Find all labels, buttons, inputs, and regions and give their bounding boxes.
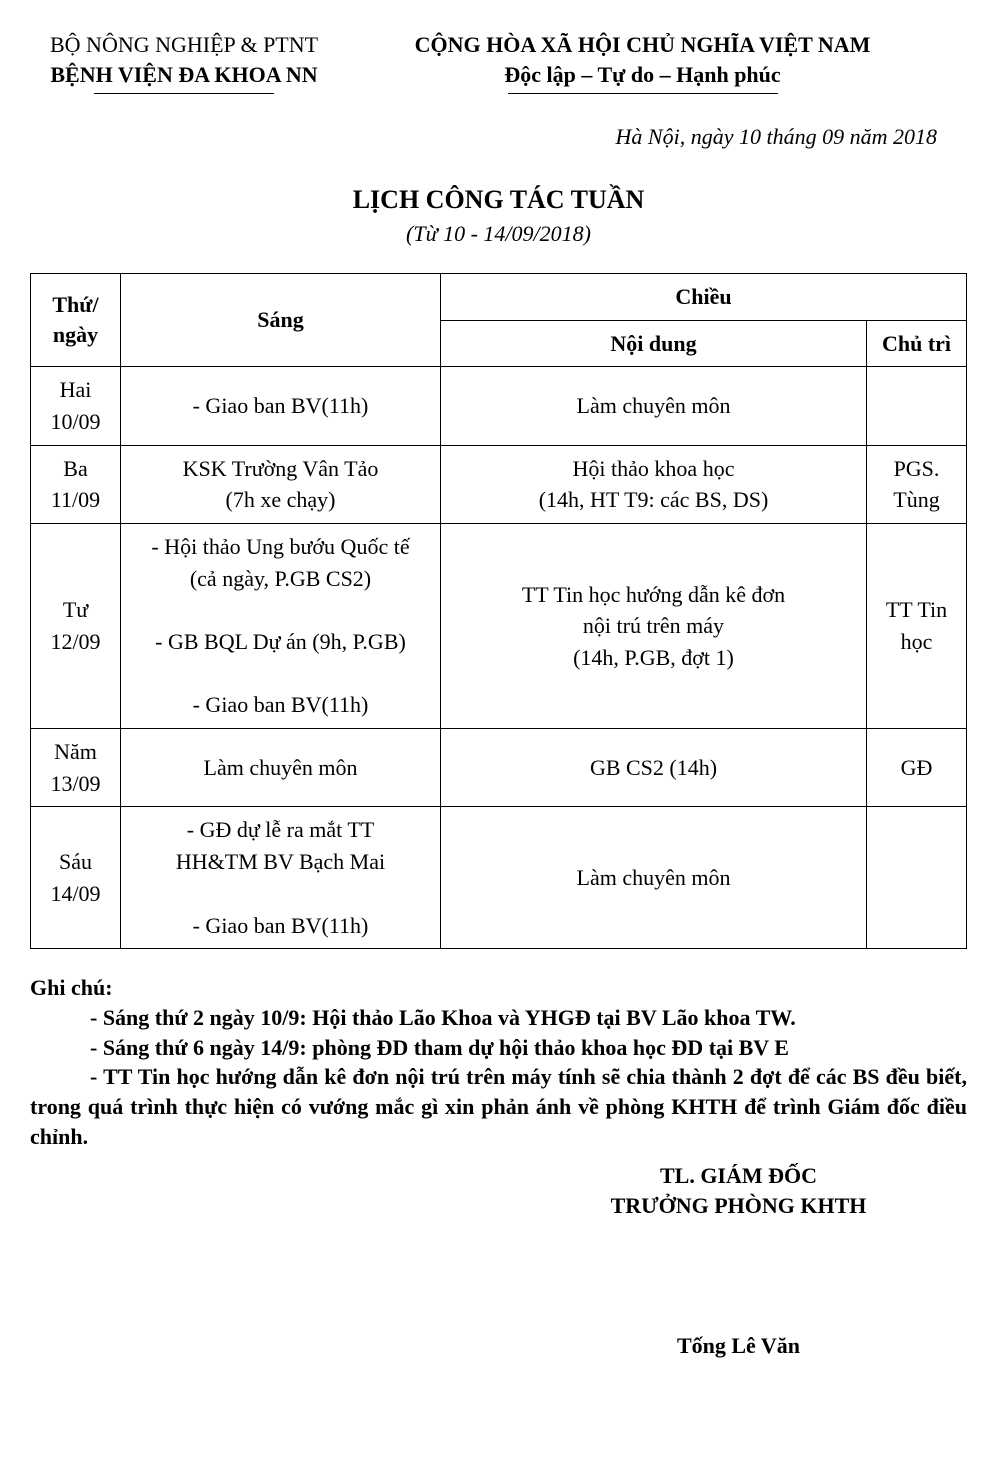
signature-name: Tống Lê Văn	[510, 1331, 967, 1361]
day-cell: Sáu14/09	[31, 807, 121, 949]
sang-cell-line	[278, 595, 284, 625]
notes-block: Ghi chú: - Sáng thứ 2 ngày 10/9: Hội thả…	[30, 973, 967, 1151]
national-motto-line1: CỘNG HÒA XÃ HỘI CHỦ NGHĨA VIỆT NAM	[318, 30, 967, 60]
day-name: Hai	[60, 375, 92, 405]
chutri-cell-line	[914, 863, 920, 893]
day-name: Ba	[63, 454, 87, 484]
sang-cell-line: - Giao ban BV(11h)	[193, 690, 369, 720]
day-cell: Năm13/09	[31, 729, 121, 807]
ministry-name: BỘ NÔNG NGHIỆP & PTNT	[50, 30, 318, 60]
day-date: 12/09	[50, 627, 100, 657]
title-block: LỊCH CÔNG TÁC TUẦN (Từ 10 - 14/09/2018)	[30, 182, 967, 249]
sang-cell: KSK Trường Vân Tảo(7h xe chạy)	[121, 445, 441, 523]
noidung-cell-line: (14h, P.GB, đợt 1)	[573, 643, 734, 673]
chutri-cell-line: GĐ	[901, 753, 933, 783]
noidung-cell: Hội thảo khoa học(14h, HT T9: các BS, DS…	[441, 445, 867, 523]
noidung-cell-line: (14h, HT T9: các BS, DS)	[539, 485, 769, 515]
notes-title: Ghi chú:	[30, 973, 967, 1003]
sang-cell-line: - Giao ban BV(11h)	[193, 911, 369, 941]
chutri-cell: GĐ	[867, 729, 967, 807]
sang-cell-line: (7h xe chạy)	[226, 485, 336, 515]
document-header: BỘ NÔNG NGHIỆP & PTNT BỆNH VIỆN ĐA KHOA …	[30, 30, 967, 94]
note-text: - Sáng thứ 6 ngày 14/9: phòng ĐD tham dự…	[90, 1035, 789, 1060]
note-item: - TT Tin học hướng dẫn kê đơn nội trú tr…	[30, 1062, 967, 1151]
day-cell: Tư12/09	[31, 523, 121, 728]
note-item: - Sáng thứ 6 ngày 14/9: phòng ĐD tham dự…	[30, 1033, 967, 1063]
sang-cell-line	[278, 879, 284, 909]
sang-cell-line: - GB BQL Dự án (9h, P.GB)	[155, 627, 406, 657]
day-cell: Hai10/09	[31, 367, 121, 445]
schedule-table: Thứ/ ngày Sáng Chiều Nội dung Chủ trì Ha…	[30, 273, 967, 949]
sang-cell: - Hội thảo Ung bướu Quốc tế(cả ngày, P.G…	[121, 523, 441, 728]
chutri-cell-line	[914, 391, 920, 421]
noidung-cell-line: Hội thảo khoa học	[573, 454, 735, 484]
day-date: 10/09	[50, 407, 100, 437]
chutri-cell-line: học	[901, 627, 933, 657]
noidung-cell-line: GB CS2 (14h)	[590, 753, 717, 783]
signature-block: TL. GIÁM ĐỐC TRƯỞNG PHÒNG KHTH Tống Lê V…	[510, 1161, 967, 1360]
sang-cell-line: - Hội thảo Ung bướu Quốc tế	[151, 532, 409, 562]
table-row: Ba11/09KSK Trường Vân Tảo(7h xe chạy)Hội…	[31, 445, 967, 523]
note-text: - Sáng thứ 2 ngày 10/9: Hội thảo Lão Kho…	[90, 1005, 796, 1030]
day-name: Năm	[54, 737, 97, 767]
day-name: Tư	[63, 595, 88, 625]
sang-cell: - GĐ dự lễ ra mắt TTHH&TM BV Bạch Mai - …	[121, 807, 441, 949]
noidung-cell: TT Tin học hướng dẫn kê đơnnội trú trên …	[441, 523, 867, 728]
sang-cell-line: (cả ngày, P.GB CS2)	[190, 564, 371, 594]
document-date: Hà Nội, ngày 10 tháng 09 năm 2018	[30, 122, 937, 152]
table-row: Sáu14/09- GĐ dự lễ ra mắt TTHH&TM BV Bạc…	[31, 807, 967, 949]
day-cell: Ba11/09	[31, 445, 121, 523]
chutri-cell-line: PGS.	[894, 454, 940, 484]
col-header-chutri: Chủ trì	[867, 320, 967, 367]
header-right-block: CỘNG HÒA XÃ HỘI CHỦ NGHĨA VIỆT NAM Độc l…	[318, 30, 967, 94]
noidung-cell-line: TT Tin học hướng dẫn kê đơn	[522, 580, 785, 610]
sang-cell-line: Làm chuyên môn	[204, 753, 358, 783]
signature-title: TRƯỞNG PHÒNG KHTH	[510, 1191, 967, 1221]
col-header-noidung: Nội dung	[441, 320, 867, 367]
noidung-cell-line: nội trú trên máy	[583, 611, 724, 641]
note-text: - TT Tin học hướng dẫn kê đơn nội trú tr…	[30, 1064, 967, 1148]
noidung-cell: Làm chuyên môn	[441, 367, 867, 445]
day-date: 14/09	[50, 879, 100, 909]
chutri-cell-line: Tùng	[893, 485, 939, 515]
national-motto-line2: Độc lập – Tự do – Hạnh phúc	[318, 60, 967, 90]
day-date: 13/09	[50, 769, 100, 799]
date-range: (Từ 10 - 14/09/2018)	[30, 219, 967, 249]
table-row: Hai10/09 - Giao ban BV(11h) Làm chuyên môn	[31, 367, 967, 445]
noidung-cell-line: Làm chuyên môn	[577, 391, 731, 421]
chutri-cell	[867, 807, 967, 949]
header-left-underline	[94, 93, 274, 94]
sang-cell-line: - GĐ dự lễ ra mắt TT	[187, 815, 374, 845]
hospital-name: BỆNH VIỆN ĐA KHOA NN	[50, 60, 318, 90]
sang-cell-line	[278, 659, 284, 689]
header-right-underline	[508, 93, 778, 94]
header-left-block: BỘ NÔNG NGHIỆP & PTNT BỆNH VIỆN ĐA KHOA …	[50, 30, 318, 94]
signature-authority: TL. GIÁM ĐỐC	[510, 1161, 967, 1191]
sang-cell: Làm chuyên môn	[121, 729, 441, 807]
table-row: Năm13/09 Làm chuyên môn GB CS2 (14h) GĐ	[31, 729, 967, 807]
sang-cell-line: KSK Trường Vân Tảo	[183, 454, 379, 484]
sang-cell-line: - Giao ban BV(11h)	[193, 391, 369, 421]
day-name: Sáu	[59, 847, 92, 877]
col-header-day: Thứ/ ngày	[31, 273, 121, 366]
noidung-cell: Làm chuyên môn	[441, 807, 867, 949]
page-title: LỊCH CÔNG TÁC TUẦN	[30, 182, 967, 217]
table-row: Tư12/09- Hội thảo Ung bướu Quốc tế(cả ng…	[31, 523, 967, 728]
sang-cell-line: HH&TM BV Bạch Mai	[176, 847, 385, 877]
chutri-cell: TT Tinhọc	[867, 523, 967, 728]
note-item: - Sáng thứ 2 ngày 10/9: Hội thảo Lão Kho…	[30, 1003, 967, 1033]
chutri-cell: PGS.Tùng	[867, 445, 967, 523]
chutri-cell	[867, 367, 967, 445]
noidung-cell-line: Làm chuyên môn	[577, 863, 731, 893]
sang-cell: - Giao ban BV(11h)	[121, 367, 441, 445]
col-header-sang: Sáng	[121, 273, 441, 366]
day-date: 11/09	[51, 485, 100, 515]
noidung-cell: GB CS2 (14h)	[441, 729, 867, 807]
chutri-cell-line: TT Tin	[886, 595, 947, 625]
col-header-chieu: Chiều	[441, 273, 967, 320]
